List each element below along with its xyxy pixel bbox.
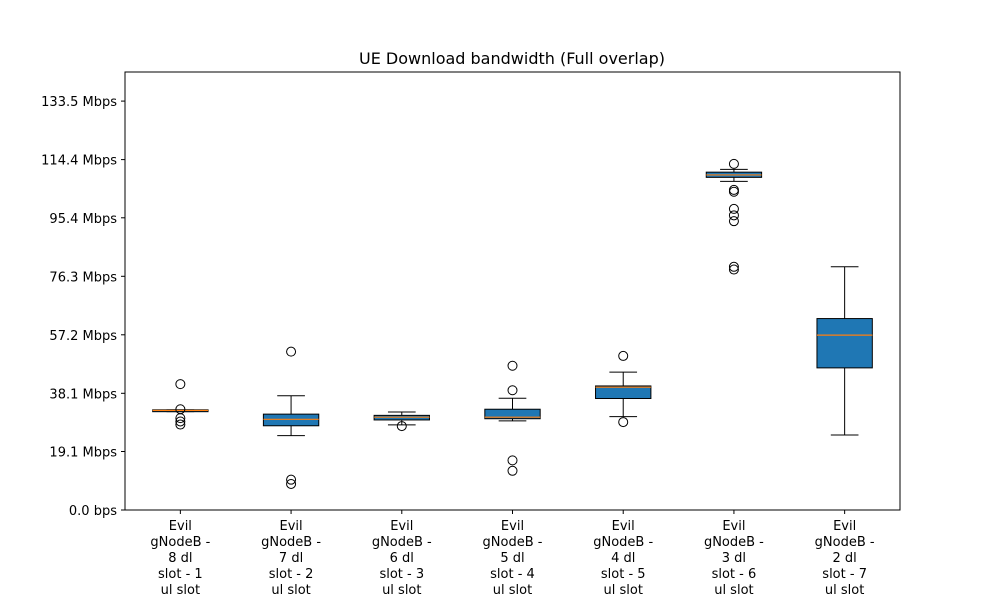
outlier-point bbox=[175, 416, 186, 427]
x-category-label-line: gNodeB - bbox=[815, 535, 875, 550]
chart-title: UE Download bandwidth (Full overlap) bbox=[359, 49, 665, 68]
outlier-point bbox=[728, 210, 739, 221]
x-category-label-line: gNodeB - bbox=[704, 535, 764, 550]
x-category-label-line: slot - 3 bbox=[379, 567, 424, 582]
outlier-point bbox=[175, 379, 186, 390]
plot-area-frame bbox=[124, 71, 901, 511]
boxes-group bbox=[152, 158, 873, 489]
outlier-point bbox=[507, 465, 518, 476]
x-category-label-line: ul slot bbox=[604, 583, 643, 598]
outlier-point bbox=[175, 413, 186, 424]
x-category-label-line: ul slot bbox=[714, 583, 753, 598]
x-category-label: Evil gNodeB -5 dl slot - 4 ul slot bbox=[483, 519, 543, 598]
x-category-label-line: 5 dl bbox=[500, 551, 524, 566]
box-group bbox=[152, 379, 209, 430]
x-category-label-line: ul slot bbox=[825, 583, 864, 598]
x-category-label-line: slot - 4 bbox=[490, 567, 535, 582]
box-group bbox=[262, 346, 320, 489]
outlier-point bbox=[618, 417, 629, 428]
y-tick-label: 0.0 bps bbox=[69, 504, 117, 519]
x-category-label-line: slot - 7 bbox=[822, 567, 867, 582]
x-category-label-line: Evil bbox=[280, 519, 303, 534]
outlier-point bbox=[286, 346, 297, 357]
box-iqr bbox=[816, 318, 873, 369]
outlier-point bbox=[507, 455, 518, 466]
box-group bbox=[816, 266, 873, 436]
x-category-label: Evil gNodeB -4 dl slot - 5 ul slot bbox=[593, 519, 653, 598]
x-category-label-line: 2 dl bbox=[833, 551, 857, 566]
box-iqr bbox=[595, 385, 652, 400]
y-tick-label: 76.3 Mbps bbox=[49, 270, 117, 285]
x-category-label-line: ul slot bbox=[161, 583, 200, 598]
y-tick-label: 19.1 Mbps bbox=[49, 445, 117, 460]
x-category-label-line: gNodeB - bbox=[593, 535, 653, 550]
box-group bbox=[595, 350, 652, 428]
y-tick-label: 114.4 Mbps bbox=[41, 154, 117, 169]
outlier-point bbox=[728, 216, 739, 227]
x-category-label: Evil gNodeB -3 dl slot - 6 ul slot bbox=[704, 519, 764, 598]
y-tick-label: 57.2 Mbps bbox=[49, 329, 117, 344]
y-tick-label: 133.5 Mbps bbox=[41, 95, 117, 110]
x-category-label-line: Evil bbox=[501, 519, 524, 534]
x-category-label-line: 4 dl bbox=[611, 551, 635, 566]
box-group bbox=[373, 411, 430, 432]
x-category-label-line: slot - 5 bbox=[601, 567, 646, 582]
x-category-label-line: gNodeB - bbox=[483, 535, 543, 550]
y-tick-label: 38.1 Mbps bbox=[49, 387, 117, 402]
x-category-label-line: ul slot bbox=[493, 583, 532, 598]
outlier-point bbox=[396, 421, 407, 432]
x-category-label-line: gNodeB - bbox=[261, 535, 321, 550]
x-category-label: Evil gNodeB -7 dl slot - 2 ul slot bbox=[261, 519, 321, 598]
x-category-label-line: 3 dl bbox=[722, 551, 746, 566]
x-category-label-line: Evil bbox=[722, 519, 745, 534]
x-category-label-line: 8 dl bbox=[168, 551, 192, 566]
x-category-label: Evil gNodeB -8 dl slot - 1 ul slot bbox=[150, 519, 210, 598]
x-category-label-line: Evil bbox=[390, 519, 413, 534]
outlier-point bbox=[728, 158, 739, 169]
outlier-point bbox=[286, 474, 297, 485]
outlier-point bbox=[507, 360, 518, 371]
outlier-point bbox=[728, 186, 739, 197]
box-group bbox=[484, 360, 541, 476]
x-category-label-line: 7 dl bbox=[279, 551, 303, 566]
y-axis: 0.0 bps 19.1 Mbps 38.1 Mbps 57.2 Mbps 76.3 M… bbox=[41, 95, 125, 519]
x-category-label: Evil gNodeB -6 dl slot - 3 ul slot bbox=[372, 519, 432, 598]
box-iqr bbox=[484, 408, 541, 420]
outlier-point bbox=[507, 385, 518, 396]
x-category-label-line: ul slot bbox=[382, 583, 421, 598]
x-category-label-line: ul slot bbox=[271, 583, 310, 598]
x-category-label-line: slot - 6 bbox=[712, 567, 757, 582]
x-category-label-line: gNodeB - bbox=[150, 535, 210, 550]
outlier-point bbox=[175, 419, 186, 430]
x-category-label-line: Evil bbox=[833, 519, 856, 534]
outlier-point bbox=[728, 203, 739, 214]
x-category-label-line: slot - 2 bbox=[269, 567, 314, 582]
x-category-label-line: Evil bbox=[612, 519, 635, 534]
box-iqr bbox=[262, 413, 320, 427]
x-category-label-line: slot - 1 bbox=[158, 567, 203, 582]
outlier-point bbox=[728, 261, 739, 272]
outlier-point bbox=[175, 404, 186, 415]
x-category-label-line: 6 dl bbox=[390, 551, 414, 566]
outlier-point bbox=[728, 264, 739, 275]
box-group bbox=[705, 158, 763, 275]
x-category-label-line: Evil bbox=[169, 519, 192, 534]
x-category-label-line: gNodeB - bbox=[372, 535, 432, 550]
outlier-point bbox=[286, 478, 297, 489]
outlier-point bbox=[618, 350, 629, 361]
x-category-label: Evil gNodeB -2 dl slot - 7 ul slot bbox=[815, 519, 875, 598]
y-tick-label: 95.4 Mbps bbox=[49, 212, 117, 227]
